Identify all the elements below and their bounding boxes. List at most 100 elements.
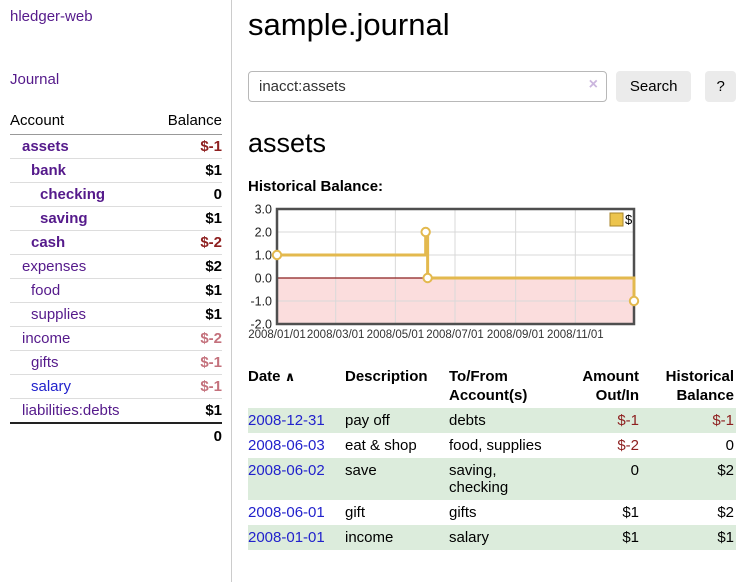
register-header-balance: Historical Balance: [665, 368, 734, 404]
sidebar-account-link[interactable]: gifts: [31, 354, 59, 371]
account-balance: $-2: [151, 230, 222, 255]
sidebar-account-link[interactable]: liabilities:debts: [22, 402, 120, 419]
sidebar-account-link[interactable]: expenses: [22, 258, 87, 275]
account-name-cell: saving: [10, 206, 152, 231]
main-content: sample.journal × Search ? assets Histori…: [232, 0, 742, 582]
transaction-balance-cell: 0: [725, 437, 734, 454]
search-form: × Search ?: [248, 71, 736, 102]
legend-swatch: [609, 212, 624, 227]
account-name-cell: salary: [10, 374, 152, 399]
transaction-date-cell: 2008-12-31: [248, 408, 345, 433]
register-header-date[interactable]: Date ∧: [248, 365, 345, 408]
account-balance: $1: [151, 206, 222, 231]
y-axis-tick-label: 2.0: [255, 226, 272, 240]
x-axis-tick-label: 2008/01/01: [248, 329, 306, 341]
date-link[interactable]: 2008-06-03: [248, 437, 325, 454]
sidebar-account-link[interactable]: income: [22, 330, 71, 347]
nav-journal-link[interactable]: Journal: [10, 71, 60, 88]
transaction-balance-cell: $2: [717, 504, 734, 521]
date-link[interactable]: 2008-01-01: [248, 529, 325, 546]
account-balance: $1: [151, 158, 222, 183]
account-row: gifts $-1: [10, 350, 222, 375]
account-balance: $1: [151, 278, 222, 303]
transaction-amount-cell: 0: [559, 458, 641, 500]
account-name-cell: cash: [10, 230, 152, 255]
chart-title: Historical Balance:: [248, 178, 384, 195]
transaction-date-cell: 2008-06-02: [248, 458, 345, 500]
transaction-date-cell: 2008-06-03: [248, 433, 345, 458]
transaction-accounts-cell: saving, checking: [449, 458, 559, 500]
brand-link[interactable]: hledger-web: [10, 8, 93, 25]
accounts-total-row: 0: [10, 422, 222, 448]
register-header-amount: Amount Out/In: [582, 368, 639, 404]
spacer-cell: [10, 422, 152, 448]
search-button[interactable]: Search: [615, 71, 692, 102]
search-input[interactable]: [248, 71, 607, 102]
account-name-cell: assets: [10, 134, 152, 159]
sidebar-account-link[interactable]: supplies: [31, 306, 87, 323]
y-axis-tick-label: 3.0: [255, 203, 272, 217]
account-name-cell: expenses: [10, 254, 152, 279]
sidebar-account-link[interactable]: food: [31, 282, 61, 299]
transaction-accounts-cell: salary: [449, 525, 559, 550]
account-balance: 0: [151, 182, 222, 207]
account-heading: assets: [248, 128, 327, 158]
date-link[interactable]: 2008-12-31: [248, 412, 325, 429]
transaction-date-cell: 2008-01-01: [248, 525, 345, 550]
x-axis-tick-label: 2008/07/01: [426, 329, 484, 341]
transaction-date-cell: 2008-06-01: [248, 500, 345, 525]
account-row: income $-2: [10, 326, 222, 351]
transaction-accounts-cell: food, supplies: [449, 437, 542, 454]
transaction-amount-cell: $1: [559, 525, 641, 550]
account-row: assets $-1: [10, 134, 222, 159]
accounts-total-value: 0: [151, 422, 222, 448]
account-name-cell: supplies: [10, 302, 152, 327]
account-name-cell: income: [10, 326, 152, 351]
account-name-cell: bank: [10, 158, 152, 183]
register-table: Date ∧ Description To/From Account(s) Am…: [248, 365, 736, 550]
y-axis-tick-label: 0.0: [255, 272, 272, 286]
help-button[interactable]: ?: [705, 71, 736, 102]
sidebar-account-link[interactable]: checking: [40, 186, 106, 203]
transaction-description-cell: pay off: [345, 408, 449, 433]
page-title: sample.journal: [248, 7, 450, 42]
account-row: checking 0: [10, 182, 222, 207]
transaction-amount-cell: $-2: [617, 437, 639, 454]
sidebar-account-link[interactable]: assets: [22, 138, 69, 155]
y-axis-tick-label: -1.0: [250, 295, 272, 309]
sort-ascending-icon: ∧: [284, 369, 296, 384]
date-header-label: Date: [248, 368, 281, 385]
account-balance: $2: [151, 254, 222, 279]
data-point-marker: [628, 295, 640, 307]
account-row: liabilities:debts $1: [10, 398, 222, 424]
sidebar-account-link[interactable]: salary: [31, 378, 72, 395]
account-row: saving $1: [10, 206, 222, 231]
accounts-header-account: Account: [10, 110, 152, 135]
register-row: 2008-06-01 gift gifts $1 $2: [248, 500, 736, 525]
register-header-accounts: To/From Account(s): [449, 368, 528, 404]
sidebar: hledger-web Journal Account Balance asse…: [0, 0, 232, 582]
date-link[interactable]: 2008-06-02: [248, 462, 325, 479]
accounts-table: Account Balance assets $-1 bank $1 checking 0…: [10, 110, 222, 448]
clear-search-icon[interactable]: ×: [588, 76, 598, 93]
account-row: salary $-1: [10, 374, 222, 399]
account-balance: $-2: [151, 326, 222, 351]
date-link[interactable]: 2008-06-01: [248, 504, 325, 521]
account-balance: $-1: [151, 350, 222, 375]
sidebar-account-link[interactable]: bank: [31, 162, 67, 179]
transaction-accounts-cell: gifts: [449, 504, 477, 521]
transaction-description-cell: income: [345, 525, 449, 550]
transaction-accounts-cell: debts: [449, 408, 559, 433]
sidebar-account-link[interactable]: cash: [31, 234, 66, 251]
app-brand: hledger-web: [10, 8, 222, 25]
register-header-description: Description: [345, 368, 428, 385]
account-row: expenses $2: [10, 254, 222, 279]
account-balance: $1: [151, 302, 222, 327]
account-name-cell: food: [10, 278, 152, 303]
sidebar-nav: Journal: [10, 71, 222, 88]
transaction-description-cell: eat & shop: [345, 437, 417, 454]
sidebar-account-link[interactable]: saving: [40, 210, 88, 227]
account-row: cash $-2: [10, 230, 222, 255]
x-axis-tick-label: 2008/05/01: [367, 329, 425, 341]
